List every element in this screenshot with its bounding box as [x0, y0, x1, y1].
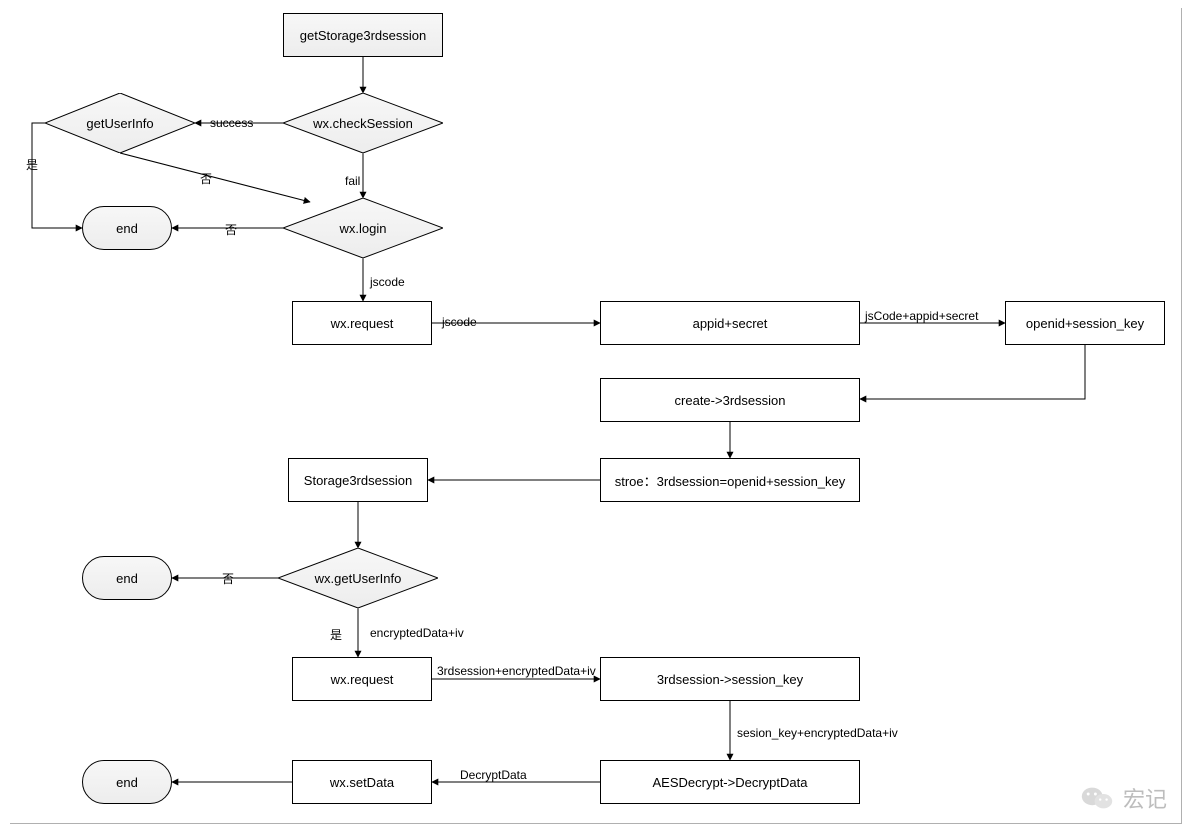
edge-label: 否 [200, 170, 212, 187]
node-3rdsk: 3rdsession->session_key [600, 657, 860, 701]
watermark: 宏记 [1081, 782, 1167, 814]
node-storage3rd: Storage3rdsession [288, 458, 428, 502]
edge-label: 是 [26, 156, 38, 173]
node-getuserinfo1: getUserInfo [45, 93, 195, 153]
edge-label: jscode [442, 315, 477, 329]
node-create3rd: create->3rdsession [600, 378, 860, 422]
node-openidsk: openid+session_key [1005, 301, 1165, 345]
node-wxgetuserinfo: wx.getUserInfo [278, 548, 438, 608]
node-wxlogin: wx.login [283, 198, 443, 258]
edge-label: 是 [330, 626, 342, 643]
node-end1: end [82, 206, 172, 250]
edge-label: 3rdsession+encryptedData+iv [437, 664, 596, 678]
node-checksession: wx.checkSession [283, 93, 443, 153]
node-appidsecret: appid+secret [600, 301, 860, 345]
wechat-icon [1081, 785, 1113, 811]
node-wxrequest2: wx.request [292, 657, 432, 701]
edge-label: success [210, 116, 253, 130]
edge-label: 否 [222, 570, 234, 587]
edge-label: jsCode+appid+secret [865, 309, 978, 323]
frame-right [1181, 8, 1182, 824]
edge-label: fail [345, 174, 360, 188]
node-store: stroe：3rdsession=openid+session_key [600, 458, 860, 502]
edge-label: encryptedData+iv [370, 626, 464, 640]
node-wxrequest1: wx.request [292, 301, 432, 345]
flowchart-canvas: getStorage3rdsession wx.checkSession get… [0, 0, 1197, 832]
node-aesdecrypt: AESDecrypt->DecryptData [600, 760, 860, 804]
node-getstorage: getStorage3rdsession [283, 13, 443, 57]
frame-bottom [10, 823, 1182, 824]
node-end3: end [82, 760, 172, 804]
edge-label: jscode [370, 275, 405, 289]
node-end2: end [82, 556, 172, 600]
edge-label: 否 [225, 221, 237, 238]
watermark-text: 宏记 [1123, 782, 1167, 814]
edge-label: DecryptData [460, 768, 527, 782]
node-wxsetdata: wx.setData [292, 760, 432, 804]
edge-label: sesion_key+encryptedData+iv [737, 726, 898, 740]
